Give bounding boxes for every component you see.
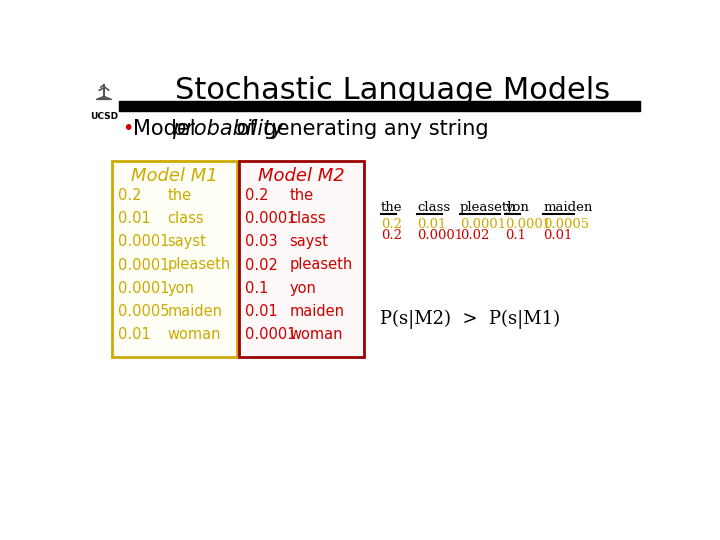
Text: 0.2: 0.2: [118, 188, 141, 203]
Text: of generating any string: of generating any string: [230, 119, 489, 139]
Polygon shape: [96, 96, 112, 99]
Text: yon: yon: [505, 201, 528, 214]
Text: 0.0001: 0.0001: [505, 219, 551, 232]
Text: maiden: maiden: [289, 303, 344, 319]
Text: 0.0001: 0.0001: [245, 327, 297, 342]
Text: 0.0005: 0.0005: [544, 219, 590, 232]
Text: class: class: [417, 201, 450, 214]
Text: 0.0005: 0.0005: [118, 303, 169, 319]
Text: maiden: maiden: [168, 303, 222, 319]
Text: class: class: [289, 211, 325, 226]
Text: 0.01: 0.01: [245, 303, 278, 319]
Text: 0.1: 0.1: [245, 281, 269, 295]
Text: 0.0001: 0.0001: [118, 258, 169, 273]
Text: class: class: [168, 211, 204, 226]
FancyBboxPatch shape: [239, 161, 364, 357]
Text: 0.0001: 0.0001: [245, 211, 297, 226]
Text: 0.0001: 0.0001: [118, 234, 169, 249]
Text: P(s|M2)  >  P(s|M1): P(s|M2) > P(s|M1): [379, 309, 560, 328]
Text: 0.2: 0.2: [381, 230, 402, 242]
Text: 0.0001: 0.0001: [459, 219, 505, 232]
Text: probability: probability: [172, 119, 284, 139]
Text: pleaseth: pleaseth: [289, 258, 352, 273]
Text: 0.01: 0.01: [118, 327, 150, 342]
Text: Stochastic Language Models: Stochastic Language Models: [175, 77, 610, 105]
Text: 0.03: 0.03: [245, 234, 278, 249]
Text: the: the: [289, 188, 313, 203]
Text: maiden: maiden: [544, 201, 593, 214]
Text: 0.01: 0.01: [417, 219, 446, 232]
Text: 0.02: 0.02: [245, 258, 278, 273]
Text: the: the: [168, 188, 192, 203]
Text: pleaseth: pleaseth: [459, 201, 516, 214]
Text: yon: yon: [289, 281, 316, 295]
Text: sayst: sayst: [289, 234, 328, 249]
Text: 0.2: 0.2: [245, 188, 269, 203]
FancyBboxPatch shape: [112, 161, 238, 357]
Text: Model: Model: [133, 119, 202, 139]
Text: UCSD: UCSD: [90, 112, 118, 121]
Text: 0.01: 0.01: [118, 211, 150, 226]
Bar: [120, 101, 640, 111]
Text: the: the: [381, 201, 402, 214]
Text: woman: woman: [168, 327, 221, 342]
Text: •: •: [122, 119, 134, 138]
Text: 0.2: 0.2: [381, 219, 402, 232]
Text: woman: woman: [289, 327, 343, 342]
Text: yon: yon: [168, 281, 194, 295]
Text: Model M1: Model M1: [131, 167, 218, 185]
Text: 0.0001: 0.0001: [118, 281, 169, 295]
Text: 0.0001: 0.0001: [417, 230, 463, 242]
Text: pleaseth: pleaseth: [168, 258, 230, 273]
Text: 0.02: 0.02: [459, 230, 489, 242]
Text: 0.01: 0.01: [544, 230, 572, 242]
Text: Model M2: Model M2: [258, 167, 345, 185]
Text: 0.1: 0.1: [505, 230, 526, 242]
Text: sayst: sayst: [168, 234, 207, 249]
